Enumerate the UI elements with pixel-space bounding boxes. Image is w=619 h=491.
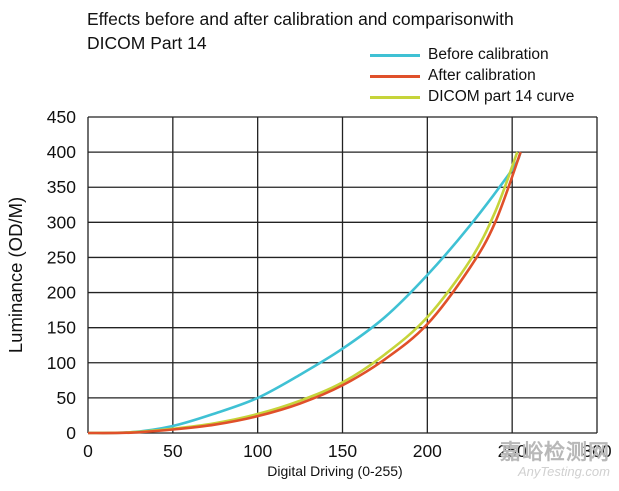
x-tick-label: 300: [582, 441, 611, 461]
watermark-cn: 嘉峪检测网: [500, 441, 610, 464]
x-axis-label: Digital Driving (0-255): [267, 463, 402, 479]
legend-label-before: Before calibration: [428, 46, 549, 63]
watermark: 嘉峪检测网 AnyTesting.com: [470, 436, 610, 479]
legend-label-dicom: DICOM part 14 curve: [428, 88, 575, 105]
y-tick-label: 150: [47, 318, 76, 338]
x-tick-label: 200: [413, 441, 442, 461]
series-line-after-calibration: [87, 151, 522, 435]
legend-item-dicom: DICOM part 14 curve: [370, 87, 574, 107]
y-tick-label: 100: [47, 353, 76, 373]
watermark-en: AnyTesting.com: [517, 464, 610, 479]
x-tick-label: 250: [498, 441, 527, 461]
legend-item-after: After calibration: [370, 66, 536, 86]
y-tick-label: 50: [57, 388, 77, 408]
y-tick-label: 350: [47, 177, 76, 197]
x-tick-label: 50: [163, 441, 183, 461]
x-tick-label: 0: [83, 441, 93, 461]
tick-labels: 0 50 100 150 200 250 300 350 400 450 0 50 100 150 200 2…: [47, 107, 612, 461]
legend-item-before: Before calibration: [370, 45, 549, 65]
y-tick-label: 200: [47, 283, 76, 303]
x-tick-label: 100: [243, 441, 272, 461]
chart-title-line-1: Effects before and after calibration and…: [87, 9, 514, 29]
y-tick-label: 0: [66, 423, 76, 443]
y-tick-label: 300: [47, 212, 76, 232]
y-tick-label: 250: [47, 247, 76, 267]
legend-swatch-after: [370, 74, 420, 78]
legend-swatch-dicom: [370, 95, 420, 99]
chart-title-line-2: DICOM Part 14: [87, 33, 207, 53]
series-line-before-calibration: [87, 151, 522, 435]
legend-label-after: After calibration: [428, 67, 536, 84]
legend-swatch-before: [370, 53, 420, 57]
series-lines: [87, 151, 522, 435]
y-tick-label: 400: [47, 142, 76, 162]
y-axis-label: Luminance (OD/M): [5, 197, 26, 353]
x-tick-label: 150: [328, 441, 357, 461]
y-tick-label: 450: [47, 107, 76, 127]
